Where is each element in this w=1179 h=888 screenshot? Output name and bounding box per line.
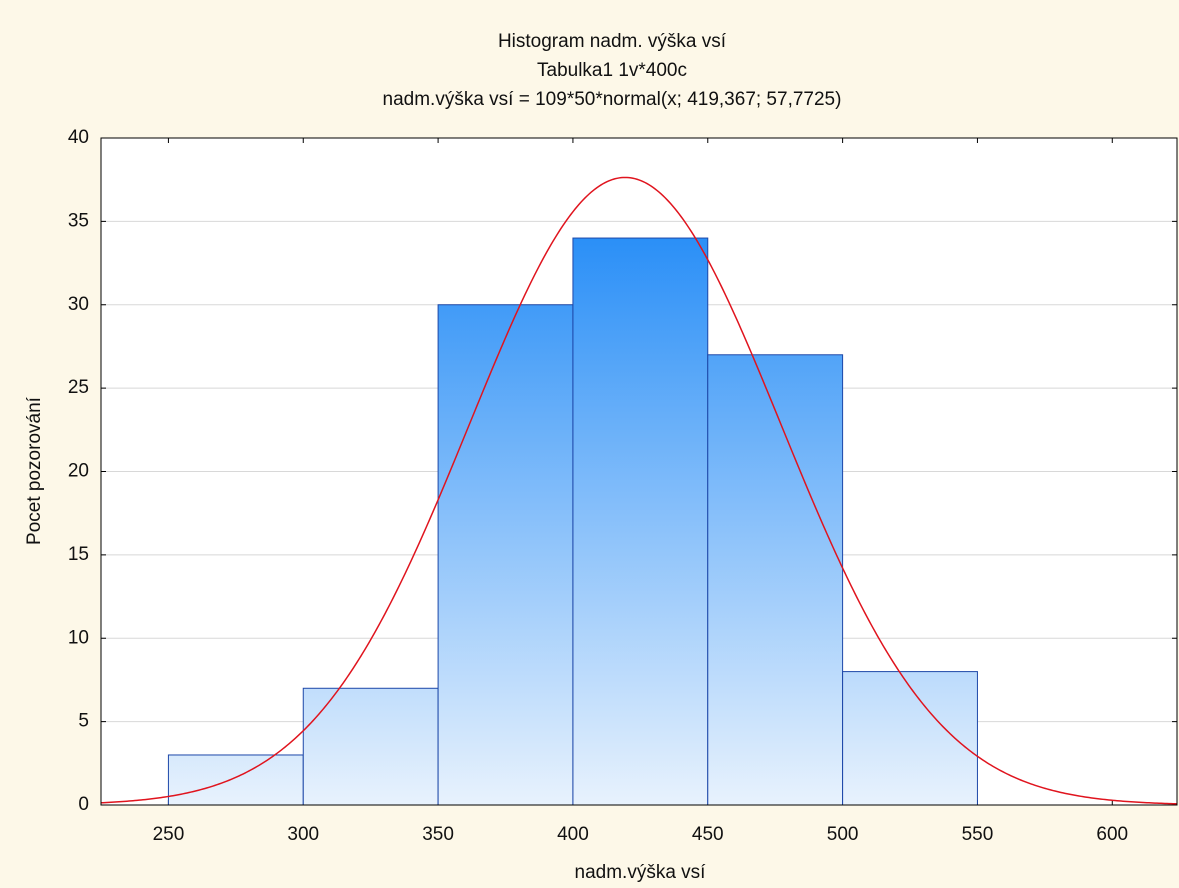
chart-subtitle: nadm.výška vsí = 109*50*normal(x; 419,36…	[383, 89, 842, 110]
x-axis-label: nadm.výška vsí	[575, 862, 707, 883]
y-tick-label: 20	[68, 461, 89, 482]
y-tick-label: 0	[78, 794, 89, 815]
y-tick-label: 10	[68, 627, 89, 648]
fit-curve	[100, 176, 1178, 805]
y-tick-label: 30	[68, 294, 89, 315]
bar	[707, 354, 844, 806]
y-tick-label: 5	[78, 711, 89, 732]
bar	[842, 671, 978, 806]
x-tick-label: 500	[827, 824, 859, 845]
chart-title: Histogram nadm. výška vsí	[498, 31, 727, 52]
bar	[302, 687, 439, 806]
x-tick-label: 300	[287, 824, 319, 845]
chart-subtitle: Tabulka1 1v*400c	[537, 60, 687, 81]
plot-frame	[100, 137, 1178, 806]
x-tick-label: 550	[962, 824, 994, 845]
bar	[437, 304, 574, 806]
x-tick-label: 250	[153, 824, 185, 845]
y-tick-label: 35	[68, 210, 89, 231]
x-tick-label: 600	[1096, 824, 1128, 845]
bar	[572, 237, 709, 806]
y-axis-label: Pocet pozorování	[24, 396, 45, 545]
y-tick-label: 15	[68, 544, 89, 565]
x-tick-label: 400	[557, 824, 589, 845]
x-tick-label: 450	[692, 824, 724, 845]
y-tick-label: 25	[68, 377, 89, 398]
y-tick-label: 40	[68, 127, 89, 148]
bar	[167, 754, 304, 806]
x-tick-label: 350	[422, 824, 454, 845]
